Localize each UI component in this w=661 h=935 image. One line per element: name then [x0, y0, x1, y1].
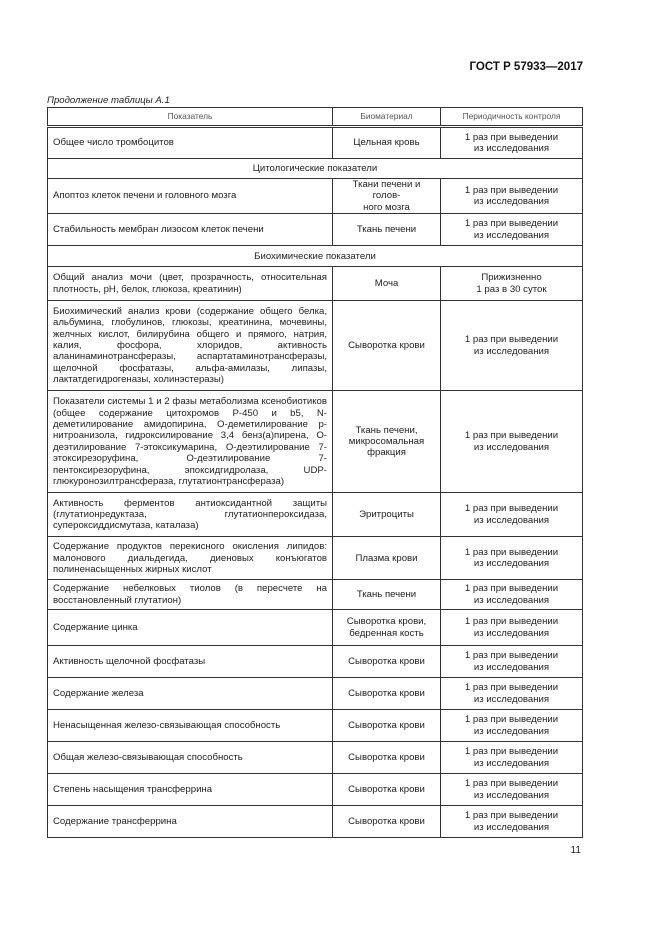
- frequency-cell: 1 раз при выведении из исследования: [440, 741, 583, 775]
- table-row: Общий анализ мочи (цвет, прозрачность, о…: [47, 266, 583, 302]
- biomaterial-cell: Сыворотка крови: [332, 677, 441, 711]
- page-number: 11: [570, 845, 581, 856]
- standard-number: ГОСТ Р 57933—2017: [469, 61, 583, 73]
- table-row: Содержание трансферрина Сыворотка крови 1 …: [47, 805, 583, 839]
- frequency-cell: 1 раз при выведении из исследования: [440, 805, 583, 839]
- indicator-cell: Содержание продуктов перекисного окислен…: [47, 536, 333, 581]
- indicators-table: Показатель Биоматериал Периодичность кон…: [47, 107, 583, 839]
- column-header-frequency: Периодичность контроля: [440, 107, 583, 128]
- indicator-cell: Общая железо-связывающая способность: [47, 741, 333, 775]
- biomaterial-cell: Сыворотка крови, бедренная кость: [332, 609, 441, 647]
- frequency-cell: 1 раз при выведении из исследования: [440, 536, 583, 581]
- frequency-cell: 1 раз при выведении из исследования: [440, 492, 583, 538]
- table-header-row: Показатель Биоматериал Периодичность кон…: [47, 107, 583, 128]
- column-header-indicator: Показатель: [47, 107, 333, 128]
- frequency-cell: 1 раз при выведении из исследования: [440, 677, 583, 711]
- indicator-cell: Общее число тромбоцитов: [47, 126, 333, 159]
- indicator-cell: Общий анализ мочи (цвет, прозрачность, о…: [47, 266, 333, 302]
- section-title: Цитологические показатели: [47, 158, 583, 179]
- indicator-cell: Ненасыщенная железо-связывающая способно…: [47, 709, 333, 743]
- frequency-cell: 1 раз при выведении из исследования: [440, 126, 583, 159]
- table-row: Активность щелочной фосфатазы Сыворотка к…: [47, 645, 583, 679]
- frequency-cell: Прижизненно 1 раз в 30 суток: [440, 266, 583, 302]
- biomaterial-cell: Сыворотка крови: [332, 773, 441, 807]
- indicator-cell: Содержание небелковых тиолов (в пересчет…: [47, 579, 333, 611]
- section-header-row: Цитологические показатели: [47, 158, 583, 179]
- indicator-cell: Содержание трансферрина: [47, 805, 333, 839]
- indicator-cell: Активность ферментов антиоксидантной защ…: [47, 492, 333, 538]
- frequency-cell: 1 раз при выведении из исследования: [440, 177, 583, 215]
- table-row: Стабильность мембран лизосом клеток пече…: [47, 213, 583, 247]
- table-row: Содержание небелковых тиолов (в пересчет…: [47, 579, 583, 611]
- frequency-cell: 1 раз при выведении из исследования: [440, 645, 583, 679]
- indicator-cell: Степень насыщения трансферрина: [47, 773, 333, 807]
- biomaterial-cell: Плазма крови: [332, 536, 441, 581]
- table-caption: Продолжение таблицы А.1: [47, 95, 170, 106]
- section-title: Биохимические показатели: [47, 245, 583, 268]
- indicator-cell: Показатели системы 1 и 2 фазы метаболизм…: [47, 390, 333, 494]
- frequency-cell: 1 раз при выведении из исследования: [440, 709, 583, 743]
- frequency-cell: 1 раз при выведении из исследования: [440, 300, 583, 392]
- table-row: Содержание железа Сыворотка крови 1 раз пр…: [47, 677, 583, 711]
- biomaterial-cell: Сыворотка крови: [332, 709, 441, 743]
- indicator-cell: Содержание железа: [47, 677, 333, 711]
- biomaterial-cell: Моча: [332, 266, 441, 302]
- frequency-cell: 1 раз при выведении из исследования: [440, 579, 583, 611]
- frequency-cell: 1 раз при выведении из исследования: [440, 773, 583, 807]
- frequency-cell: 1 раз при выведении из исследования: [440, 213, 583, 247]
- column-header-biomaterial: Биоматериал: [332, 107, 441, 128]
- biomaterial-cell: Ткани печени и голов- ного мозга: [332, 177, 441, 215]
- biomaterial-cell: Ткань печени: [332, 579, 441, 611]
- table-row: Активность ферментов антиоксидантной защ…: [47, 492, 583, 538]
- table-row: Содержание продуктов перекисного окислен…: [47, 536, 583, 581]
- indicator-cell: Содержание цинка: [47, 609, 333, 647]
- biomaterial-cell: Цельная кровь: [332, 126, 441, 159]
- indicator-cell: Биохимический анализ крови (содержание о…: [47, 300, 333, 392]
- indicator-cell: Стабильность мембран лизосом клеток пече…: [47, 213, 333, 247]
- section-header-row: Биохимические показатели: [47, 245, 583, 268]
- biomaterial-cell: Сыворотка крови: [332, 645, 441, 679]
- indicator-cell: Апоптоз клеток печени и головного мозга: [47, 177, 333, 215]
- table-row: Степень насыщения трансферрина Сыворотка …: [47, 773, 583, 807]
- biomaterial-cell: Эритроциты: [332, 492, 441, 538]
- biomaterial-cell: Сыворотка крови: [332, 741, 441, 775]
- table-row: Содержание цинка Сыворотка крови, бедренн…: [47, 609, 583, 647]
- biomaterial-cell: Ткань печени: [332, 213, 441, 247]
- table-row: Общая железо-связывающая способность Сыво…: [47, 741, 583, 775]
- frequency-cell: 1 раз при выведении из исследования: [440, 609, 583, 647]
- table-row: Общее число тромбоцитов Цельная кровь 1 ра…: [47, 126, 583, 159]
- biomaterial-cell: Ткань печени, микросомальная фракция: [332, 390, 441, 494]
- indicator-cell: Активность щелочной фосфатазы: [47, 645, 333, 679]
- biomaterial-cell: Сыворотка крови: [332, 300, 441, 392]
- biomaterial-cell: Сыворотка крови: [332, 805, 441, 839]
- table-row: Апоптоз клеток печени и головного мозга Т…: [47, 177, 583, 215]
- frequency-cell: 1 раз при выведении из исследования: [440, 390, 583, 494]
- table-row: Биохимический анализ крови (содержание о…: [47, 300, 583, 392]
- table-row: Ненасыщенная железо-связывающая способно…: [47, 709, 583, 743]
- table-row: Показатели системы 1 и 2 фазы метаболизм…: [47, 390, 583, 494]
